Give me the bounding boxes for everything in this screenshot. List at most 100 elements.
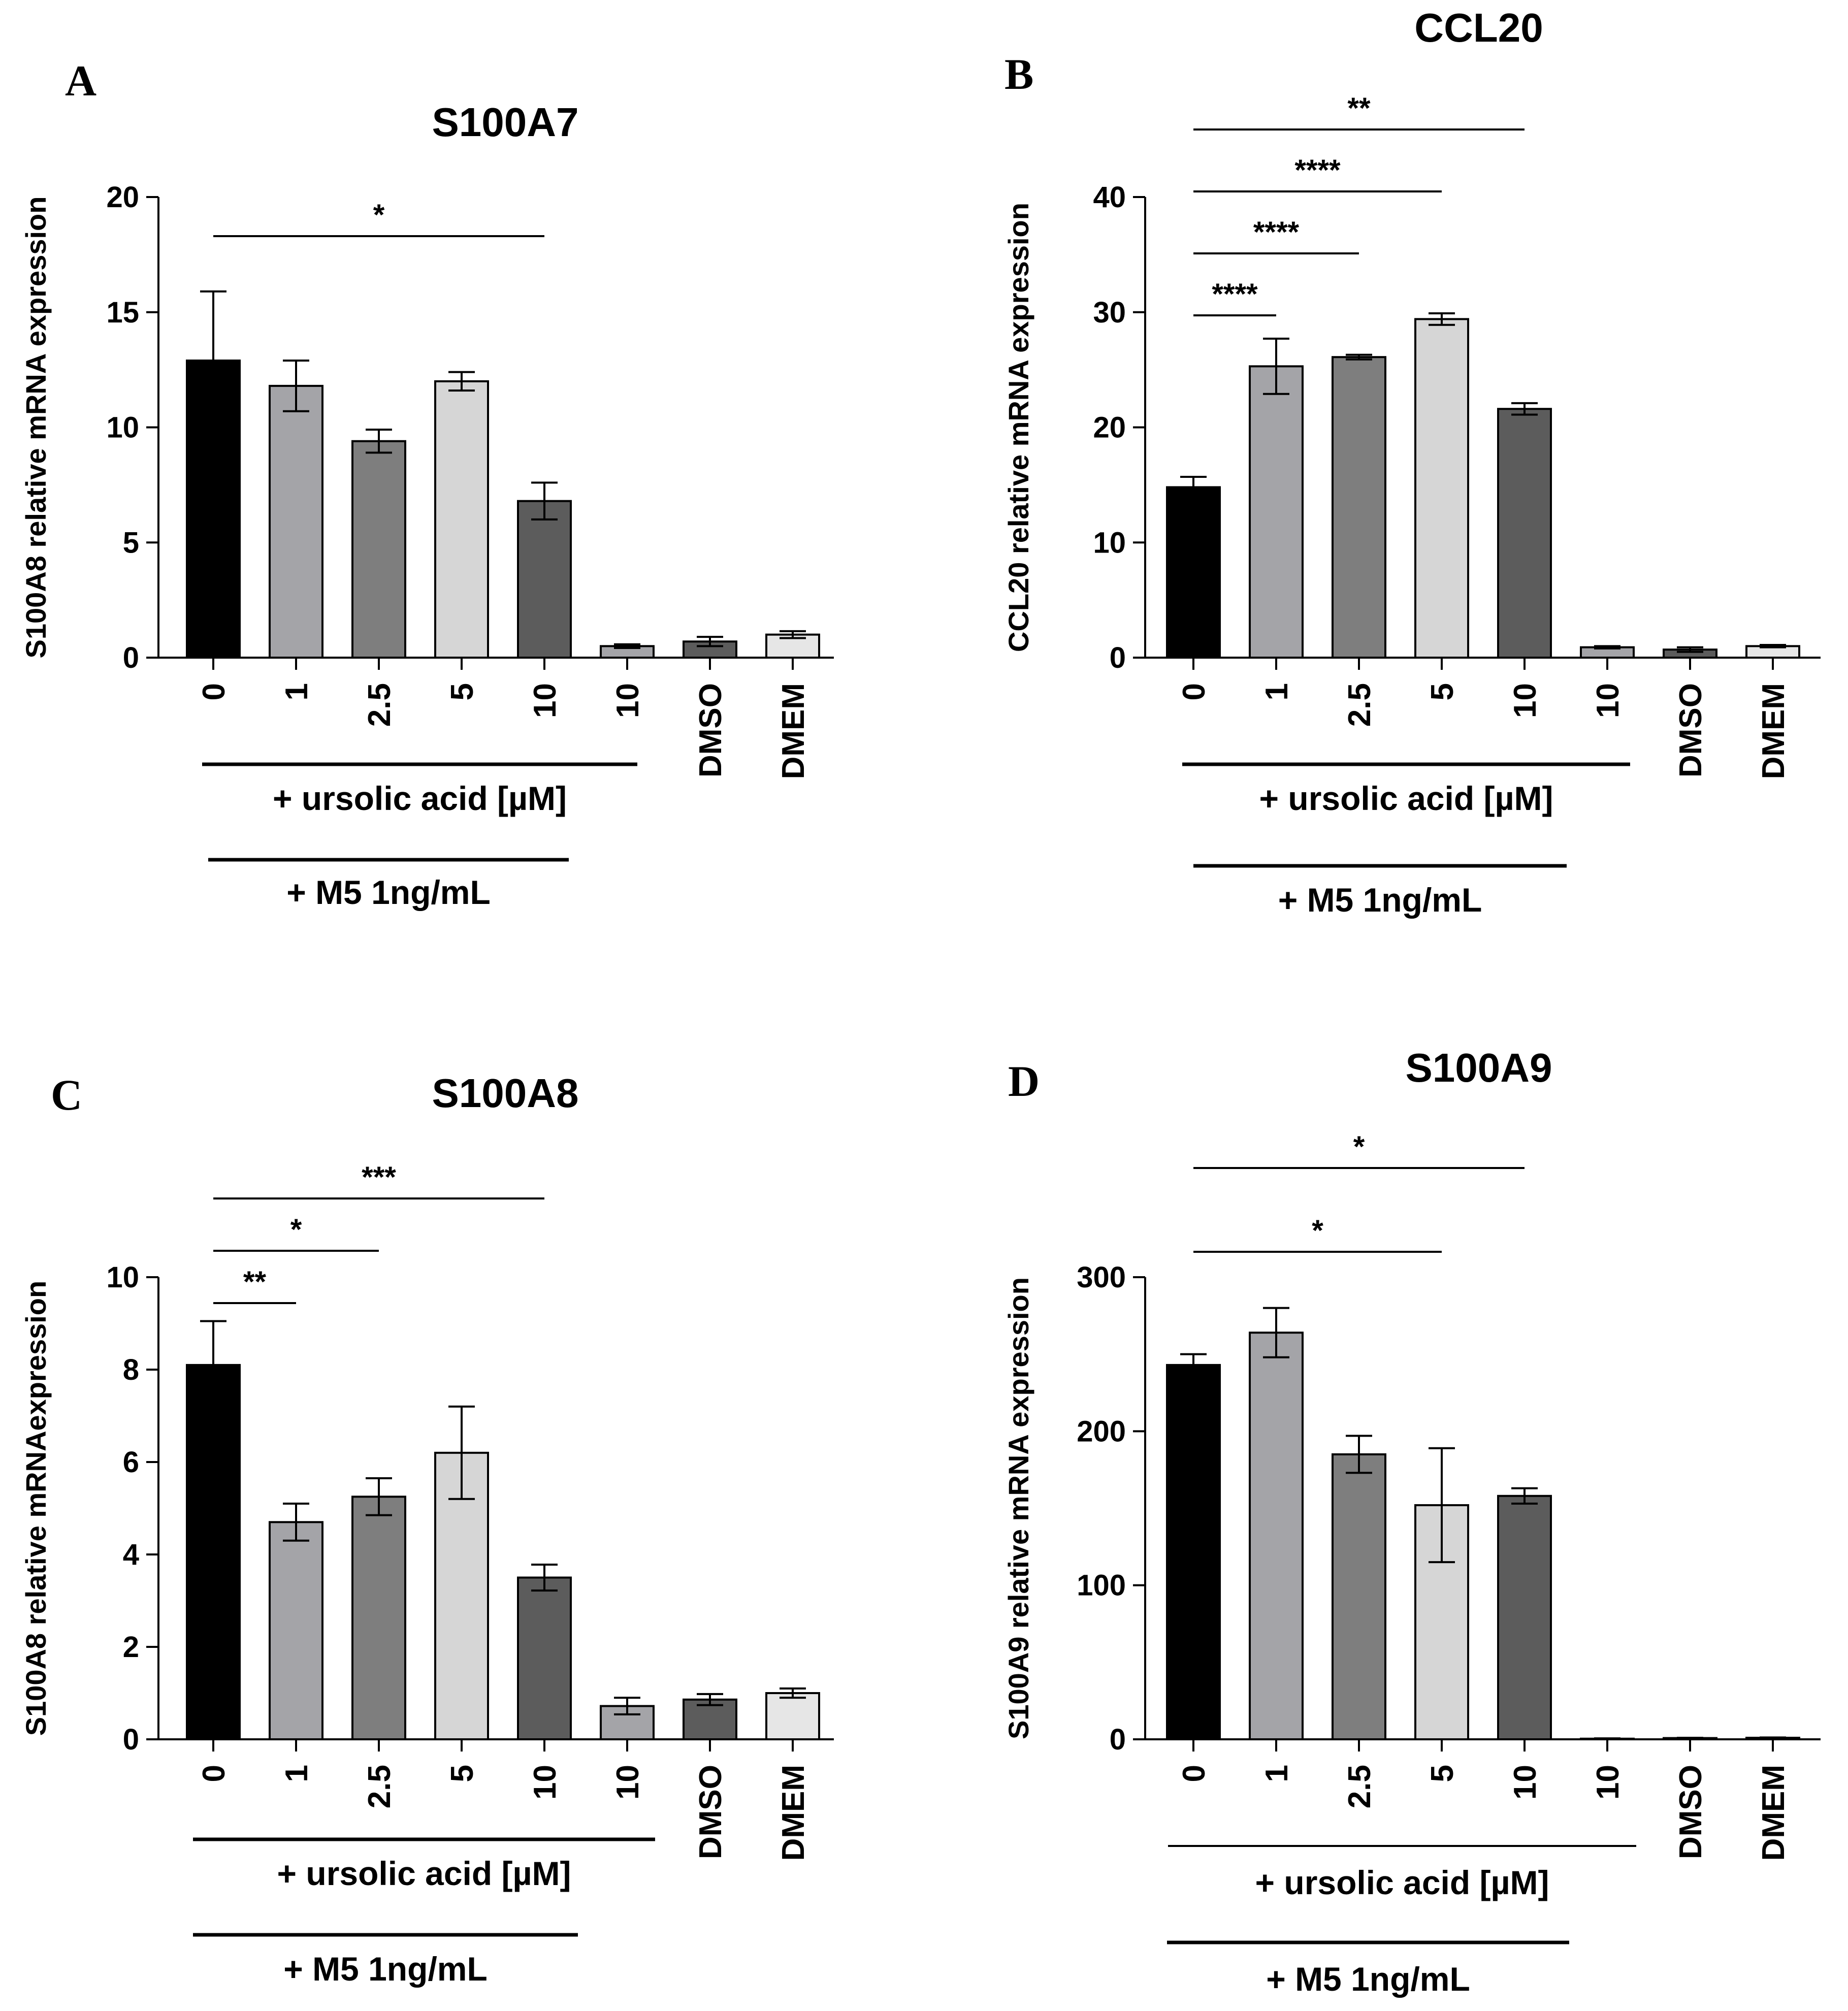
x-tick-label: DMEM <box>776 683 811 779</box>
significance-label: ** <box>243 1266 267 1299</box>
x-tick-label: 10 <box>610 683 645 718</box>
y-tick-label: 40 <box>1093 181 1126 214</box>
bar-7 <box>765 1692 820 1740</box>
x-tick-label: 5 <box>445 1765 480 1782</box>
x-tick-label: DMSO <box>1673 683 1708 777</box>
significance-label: * <box>373 199 385 232</box>
significance-label: * <box>290 1213 302 1246</box>
bar-1 <box>1249 1332 1304 1740</box>
bar-0 <box>1166 486 1221 659</box>
x-tick-label: DMSO <box>693 683 728 777</box>
significance-label: **** <box>1212 278 1258 311</box>
y-tick-label: 10 <box>106 1261 139 1294</box>
x-tick-label: 2.5 <box>362 683 397 727</box>
bar-1 <box>269 1521 323 1741</box>
y-tick-label: 8 <box>123 1353 139 1386</box>
panel-a: A S100A7 S100A8 relative mRNA expression 0 5… <box>20 56 834 911</box>
x-tick-label: DMEM <box>1756 683 1791 779</box>
x-tick-label: 1 <box>279 1765 314 1782</box>
panel-d: D S100A9 S100A9 relative mRNA expression 0 1… <box>1002 1045 1821 1998</box>
x-tick-label: DMEM <box>776 1765 811 1861</box>
panel-letter: A <box>65 56 96 105</box>
y-tick-label: 10 <box>106 411 139 444</box>
group-label: + M5 1ng/mL <box>286 873 491 911</box>
bar-4 <box>1497 1495 1552 1741</box>
y-axis-label: S100A9 relative mRNA expression <box>1002 1277 1034 1739</box>
x-tick-label: 5 <box>445 683 480 700</box>
x-tick-label: 0 <box>197 1765 232 1782</box>
x-tick-label: 5 <box>1425 683 1460 700</box>
significance-label: ** <box>1347 92 1371 125</box>
bar-3 <box>434 1451 489 1741</box>
x-tick-label: 1 <box>1259 683 1294 700</box>
group-label: + M5 1ng/mL <box>283 1950 488 1988</box>
y-tick-label: 4 <box>123 1538 139 1571</box>
panel-c: C S100A8 S100A8 relative mRNAexpression 0 2 4… <box>20 1071 834 1988</box>
chart-title: S100A8 <box>432 1071 578 1116</box>
x-tick-label: DMSO <box>693 1765 728 1859</box>
group-label: + ursolic acid [µM] <box>273 780 567 817</box>
y-tick-label: 5 <box>123 526 139 559</box>
group-label: + ursolic acid [µM] <box>1255 1864 1549 1901</box>
panel-letter: C <box>51 1071 82 1119</box>
group-label: + ursolic acid [µM] <box>277 1855 571 1892</box>
bar-0 <box>186 1364 241 1740</box>
bar-0 <box>1166 1364 1221 1740</box>
x-tick-label: 2.5 <box>362 1765 397 1808</box>
x-tick-label: DMSO <box>1673 1765 1708 1859</box>
x-tick-label: 5 <box>1425 1765 1460 1782</box>
bar-4 <box>517 500 572 659</box>
x-tick-label: 10 <box>1508 1765 1543 1800</box>
y-tick-label: 300 <box>1077 1261 1126 1294</box>
bar-2 <box>1332 1453 1386 1740</box>
x-tick-label: 10 <box>528 1765 563 1800</box>
y-tick-label: 100 <box>1077 1569 1126 1602</box>
significance-label: *** <box>362 1161 396 1194</box>
x-tick-label: 10 <box>528 683 563 718</box>
group-label: + M5 1ng/mL <box>1266 1960 1470 1998</box>
x-tick-label: 0 <box>1177 1765 1212 1782</box>
bar-4 <box>517 1576 572 1740</box>
chart-title: CCL20 <box>1414 5 1543 50</box>
y-axis-label: CCL20 relative mRNA expression <box>1002 203 1034 652</box>
y-tick-label: 0 <box>123 641 139 674</box>
significance-label: **** <box>1253 216 1300 249</box>
x-tick-label: DMEM <box>1756 1765 1791 1861</box>
y-axis-label: S100A8 relative mRNA expression <box>20 197 52 659</box>
y-tick-label: 20 <box>106 181 139 214</box>
y-tick-label: 0 <box>123 1723 139 1756</box>
x-tick-label: 10 <box>1591 683 1626 718</box>
y-tick-label: 10 <box>1093 526 1126 559</box>
y-tick-label: 15 <box>106 296 139 329</box>
y-tick-label: 200 <box>1077 1415 1126 1448</box>
y-tick-label: 6 <box>123 1446 139 1479</box>
x-tick-label: 10 <box>610 1765 645 1800</box>
chart-title: S100A9 <box>1405 1045 1552 1090</box>
bar-4 <box>1497 408 1552 659</box>
significance-label: **** <box>1294 154 1341 187</box>
y-tick-label: 0 <box>1110 641 1126 674</box>
x-tick-label: 0 <box>1177 683 1212 700</box>
significance-label: * <box>1353 1130 1365 1163</box>
x-tick-label: 10 <box>1591 1765 1626 1800</box>
bar-3 <box>434 380 489 659</box>
group-label: + ursolic acid [µM] <box>1259 780 1553 817</box>
y-axis-label: S100A8 relative mRNAexpression <box>20 1281 52 1736</box>
x-tick-label: 1 <box>279 683 314 700</box>
y-tick-label: 0 <box>1110 1723 1126 1756</box>
group-label: + M5 1ng/mL <box>1278 881 1482 919</box>
x-tick-label: 0 <box>197 683 232 700</box>
bar-3 <box>1414 318 1469 659</box>
bar-2 <box>351 440 406 659</box>
x-tick-label: 10 <box>1508 683 1543 718</box>
chart-title: S100A7 <box>432 100 578 145</box>
y-tick-label: 30 <box>1093 296 1126 329</box>
bar-2 <box>351 1496 406 1740</box>
y-tick-label: 2 <box>123 1631 139 1664</box>
significance-label: * <box>1312 1214 1323 1247</box>
x-tick-label: 2.5 <box>1342 1765 1377 1808</box>
bar-2 <box>1332 356 1386 659</box>
